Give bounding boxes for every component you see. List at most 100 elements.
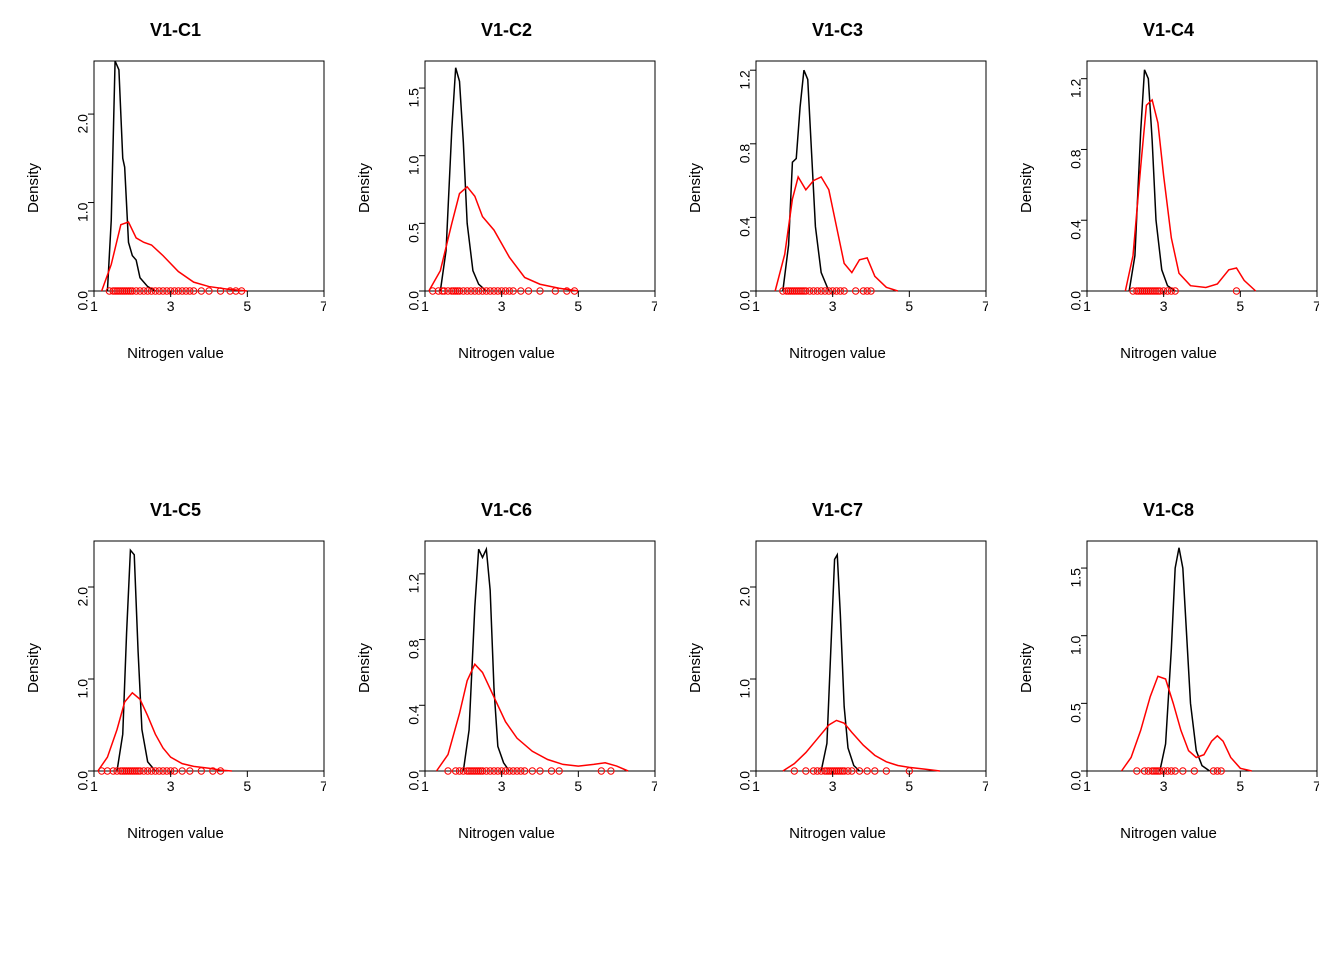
y-tick-label: 0.0	[1068, 291, 1084, 311]
x-tick-label: 3	[498, 778, 506, 794]
y-axis-label: Density	[356, 643, 373, 693]
panel: V1-C1 Density 13570.01.02.0 Nitrogen val…	[20, 20, 331, 460]
x-tick-label: 3	[167, 778, 175, 794]
y-tick-label: 1.2	[1068, 78, 1084, 98]
x-tick-label: 1	[421, 298, 429, 314]
y-tick-label: 0.8	[737, 144, 753, 164]
x-tick-label: 7	[982, 778, 988, 794]
panel-grid: V1-C1 Density 1 3 5 7 0.0 1.0 2.0 Nitrogen val…	[20, 20, 1324, 940]
x-tick-label: 1	[421, 778, 429, 794]
panel: V1-C4 Density 13570.00.40.81.2 Nitrogen …	[1013, 20, 1324, 460]
plot-box	[425, 541, 655, 771]
y-axis-label: Density	[25, 163, 42, 213]
y-tick-label: 0.4	[737, 217, 753, 237]
plot-box	[94, 61, 324, 291]
y-tick-label: 0.0	[406, 771, 422, 791]
y-tick-label: 1.5	[1068, 568, 1084, 588]
x-tick-label: 5	[574, 298, 582, 314]
panel-title: V1-C7	[812, 500, 863, 521]
panel-title: V1-C2	[481, 20, 532, 41]
panel: V1-C7 Density 13570.01.02.0 Nitrogen val…	[682, 500, 993, 940]
y-tick-label: 2.0	[75, 587, 91, 607]
plot-wrap: Density 13570.01.02.0	[25, 539, 326, 797]
y-tick-label: 0.8	[1068, 149, 1084, 169]
plot-wrap: Density 13570.01.02.0	[687, 539, 988, 797]
x-tick-label: 1	[752, 298, 760, 314]
y-axis-label: Density	[1018, 163, 1035, 213]
plot-wrap: Density 13570.00.40.81.2	[687, 59, 988, 317]
x-axis-label: Nitrogen value	[127, 345, 224, 362]
y-tick-label: 0.8	[406, 639, 422, 659]
plot-wrap: Density 13570.00.51.01.5	[1018, 539, 1319, 797]
density-plot: 13570.01.02.0	[48, 59, 326, 317]
x-tick-label: 5	[243, 298, 251, 314]
plot-wrap: Density 13570.01.02.0	[25, 59, 326, 317]
y-tick-label: 0.5	[1068, 703, 1084, 723]
plot-wrap: Density 13570.00.51.01.5	[356, 59, 657, 317]
y-axis-label: Density	[356, 163, 373, 213]
x-tick-label: 1	[90, 298, 98, 314]
x-tick-label: 3	[829, 298, 837, 314]
y-axis-label: Density	[687, 643, 704, 693]
y-tick-label: 0.0	[75, 771, 91, 791]
y-tick-label: 0.0	[406, 291, 422, 311]
panel-title: V1-C1	[150, 20, 201, 41]
x-tick-label: 3	[1160, 298, 1168, 314]
panel-title: V1-C5	[150, 500, 201, 521]
plot-wrap: Density 13570.00.40.81.2	[1018, 59, 1319, 317]
y-axis-label: Density	[1018, 643, 1035, 693]
panel-title: V1-C6	[481, 500, 532, 521]
panel: V1-C8 Density 13570.00.51.01.5 Nitrogen …	[1013, 500, 1324, 940]
x-tick-label: 5	[1236, 778, 1244, 794]
y-axis-label: Density	[25, 643, 42, 693]
y-tick-label: 0.4	[406, 705, 422, 725]
density-plot: 13570.01.02.0	[710, 539, 988, 797]
y-tick-label: 0.0	[737, 771, 753, 791]
x-axis-label: Nitrogen value	[789, 825, 886, 842]
y-tick-label: 1.5	[406, 88, 422, 108]
y-tick-label: 0.0	[1068, 771, 1084, 791]
y-tick-label: 0.0	[737, 291, 753, 311]
panel: V1-C5 Density 13570.01.02.0 Nitrogen val…	[20, 500, 331, 940]
panel-title: V1-C4	[1143, 20, 1194, 41]
x-axis-label: Nitrogen value	[1120, 345, 1217, 362]
x-axis-label: Nitrogen value	[458, 345, 555, 362]
density-plot: 13570.00.51.01.5	[379, 59, 657, 317]
x-tick-label: 5	[905, 778, 913, 794]
x-tick-label: 5	[243, 778, 251, 794]
y-tick-label: 0.5	[406, 223, 422, 243]
density-plot: 13570.00.51.01.5	[1041, 539, 1319, 797]
plot-box	[425, 61, 655, 291]
y-tick-label: 1.2	[406, 574, 422, 594]
x-tick-label: 1	[1083, 778, 1091, 794]
plot-box	[756, 61, 986, 291]
panel: V1-C6 Density 13570.00.40.81.2 Nitrogen …	[351, 500, 662, 940]
x-axis-label: Nitrogen value	[127, 825, 224, 842]
x-tick-label: 7	[320, 778, 326, 794]
y-tick-label: 1.0	[75, 679, 91, 699]
plot-box	[756, 541, 986, 771]
y-tick-label: 2.0	[737, 587, 753, 607]
y-tick-label: 0.4	[1068, 220, 1084, 240]
y-tick-label: 1.0	[75, 202, 91, 222]
y-tick-label: 0.0	[75, 291, 91, 311]
x-tick-label: 7	[320, 298, 326, 314]
y-tick-label: 1.0	[1068, 635, 1084, 655]
x-tick-label: 3	[829, 778, 837, 794]
panel-title: V1-C3	[812, 20, 863, 41]
y-tick-label: 1.2	[737, 70, 753, 90]
x-tick-label: 5	[574, 778, 582, 794]
y-axis-label: Density	[687, 163, 704, 213]
x-tick-label: 3	[498, 298, 506, 314]
plot-box	[1087, 541, 1317, 771]
y-tick-label: 1.0	[406, 155, 422, 175]
x-tick-label: 7	[1313, 298, 1319, 314]
y-tick-label: 1.0	[737, 679, 753, 699]
panel-title: V1-C8	[1143, 500, 1194, 521]
plot-wrap: Density 1 3 5 7 0.0 0.4 0.8 1.2	[356, 539, 657, 797]
x-tick-label: 7	[651, 778, 657, 794]
density-plot: 13570.00.40.81.2	[710, 59, 988, 317]
density-plot: 13570.00.40.81.2	[1041, 59, 1319, 317]
x-axis-label: Nitrogen value	[789, 345, 886, 362]
density-plot: 1 3 5 7 0.0 0.4 0.8 1.2	[379, 539, 657, 797]
